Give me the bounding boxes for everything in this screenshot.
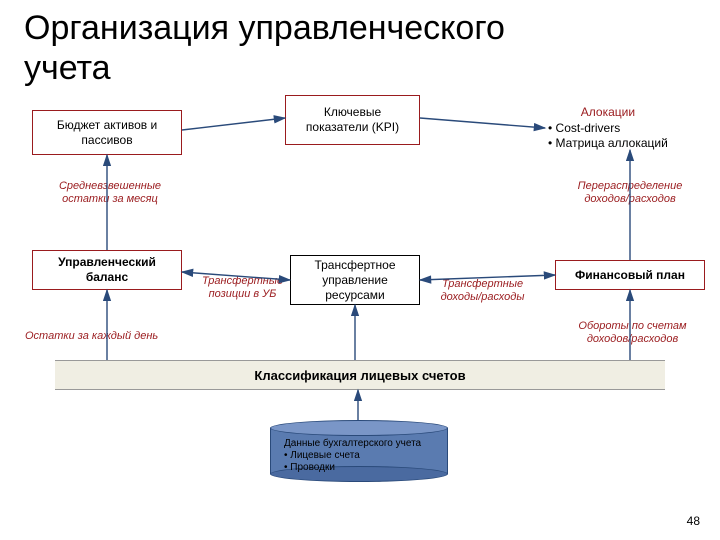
node-transfer-label: Трансфертное управление ресурсами — [297, 258, 413, 303]
label-transfer-positions: Трансфертные позиции в УБ — [195, 275, 290, 301]
page-number: 48 — [687, 514, 700, 528]
node-budget-label: Бюджет активов и пассивов — [39, 118, 175, 148]
classification-bar-label: Классификация лицевых счетов — [254, 368, 465, 383]
node-transfer-mgmt: Трансфертное управление ресурсами — [290, 255, 420, 305]
allocations-block: Алокации • Cost-drivers • Матрица аллока… — [548, 105, 668, 152]
cylinder-bullet-1: • Лицевые счета — [284, 450, 442, 462]
allocations-bullet-2: • Матрица аллокаций — [548, 136, 668, 152]
label-transfer-income: Трансфертные доходы/расходы — [430, 278, 535, 304]
node-financial-plan: Финансовый план — [555, 260, 705, 290]
database-cylinder: Данные бухгалтерского учета • Лицевые сч… — [270, 420, 448, 482]
page-title-line2: учета — [24, 50, 111, 87]
cylinder-bullet-2: • Проводки — [284, 462, 442, 474]
label-turnover: Обороты по счетам доходов/расходов — [555, 320, 710, 346]
allocations-title: Алокации — [548, 105, 668, 121]
cylinder-title: Данные бухгалтерского учета — [284, 438, 442, 450]
classification-bar: Классификация лицевых счетов — [55, 360, 665, 390]
label-avg-balances: Средневзвешенные остатки за месяц — [40, 180, 180, 206]
node-mgmt-balance: Управленческий баланс — [32, 250, 182, 290]
page-title-line1: Организация управленческого — [24, 10, 505, 47]
node-kpi-label: Ключевые показатели (KPI) — [292, 105, 413, 135]
node-finplan-label: Финансовый план — [575, 268, 685, 283]
allocations-bullet-1: • Cost-drivers — [548, 121, 668, 137]
label-daily-balances: Остатки за каждый день — [25, 330, 195, 343]
node-mgmt-balance-label: Управленческий баланс — [39, 255, 175, 285]
cylinder-text: Данные бухгалтерского учета • Лицевые сч… — [284, 438, 442, 474]
node-budget: Бюджет активов и пассивов — [32, 110, 182, 155]
node-kpi: Ключевые показатели (KPI) — [285, 95, 420, 145]
label-reallocation: Перераспределение доходов/расходов — [555, 180, 705, 206]
